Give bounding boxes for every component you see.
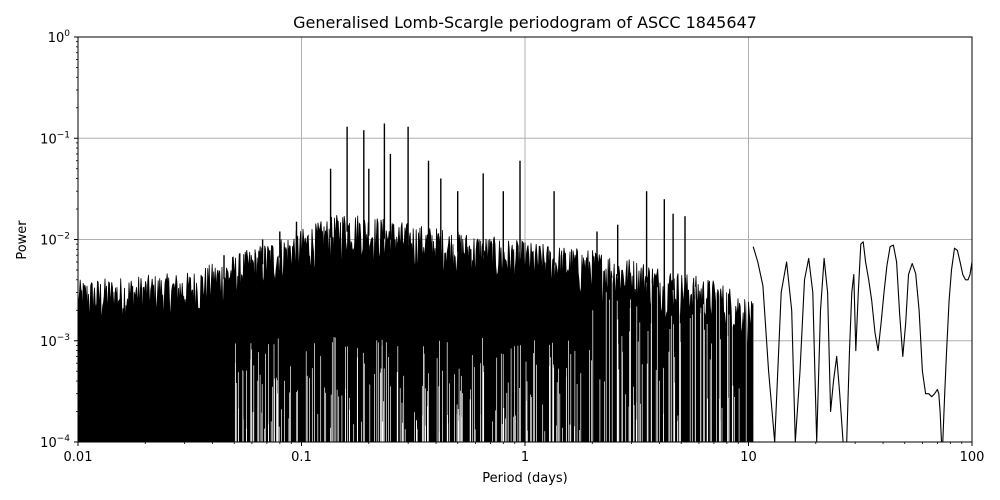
x-tick-label: 100 [960, 450, 985, 465]
y-tick-label: 10−1 [40, 130, 70, 147]
y-tick-label: 10−3 [40, 333, 70, 350]
periodogram-dense-region [77, 123, 754, 443]
x-axis-ticks: 0.01 0.1 1 10 100 [64, 442, 985, 465]
y-tick-label: 100 [48, 29, 71, 46]
periodogram-line [752, 241, 973, 443]
x-tick-label: 0.1 [291, 450, 312, 465]
y-tick-label: 10−4 [40, 434, 70, 451]
y-axis-ticks: 10−4 10−3 10−2 10−1 100 [40, 29, 78, 451]
y-axis-label: Power [15, 220, 30, 260]
chart-title: Generalised Lomb-Scargle periodogram of … [293, 13, 757, 32]
x-tick-label: 1 [521, 450, 529, 465]
y-tick-label: 10−2 [40, 232, 70, 249]
x-tick-label: 10 [740, 450, 757, 465]
x-axis-label: Period (days) [482, 471, 568, 486]
periodogram-series [752, 241, 973, 443]
x-tick-label: 0.01 [64, 450, 93, 465]
